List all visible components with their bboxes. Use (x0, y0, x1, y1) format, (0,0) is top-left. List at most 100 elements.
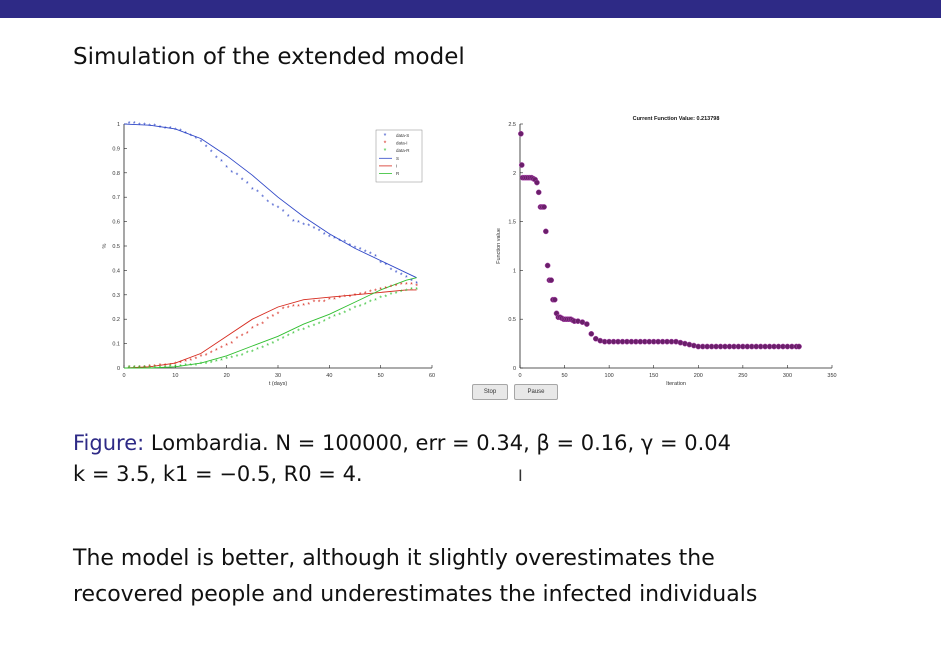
caption-label: Figure: (73, 431, 145, 455)
right-x-tick-label: 200 (694, 373, 703, 379)
data-point: * (210, 351, 213, 358)
left-y-tick-label: 1 (117, 122, 120, 128)
left-y-tick-label: 0.1 (112, 342, 120, 348)
left-y-tick-label: 0.5 (112, 244, 120, 250)
data-point: * (256, 190, 259, 197)
data-point: * (215, 155, 218, 162)
series-line-r (124, 277, 417, 369)
left-x-tick-label: 50 (378, 373, 384, 379)
left-y-tick-label: 0.7 (112, 195, 120, 201)
data-point: * (133, 121, 136, 128)
data-point: * (395, 291, 398, 298)
data-point: * (266, 316, 269, 323)
data-point: * (184, 131, 187, 138)
data-point: * (282, 209, 285, 216)
data-point: * (379, 296, 382, 303)
data-point: * (359, 247, 362, 254)
data-point: * (395, 270, 398, 277)
legend-label-i: I (396, 163, 397, 168)
data-point: * (159, 363, 162, 370)
optimization-chart: 0 50 100 150 200 250 300 350 0 0.5 1 1.5 2 2.5 Iterati… (496, 116, 837, 387)
stop-button[interactable]: Stop (472, 384, 508, 400)
data-point: * (410, 279, 413, 286)
legend-swatch-data-s: * (384, 133, 387, 140)
top-bar (0, 0, 941, 18)
figure-caption: Figure: Lombardia. N = 100000, err = 0.3… (73, 428, 731, 490)
data-point (584, 321, 590, 327)
conclusion-line-2: recovered people and underestimates the … (73, 582, 758, 607)
data-point: * (251, 326, 254, 333)
legend-label-r: R (396, 171, 400, 176)
data-point: * (241, 177, 244, 184)
data-point: * (215, 348, 218, 355)
data-point (518, 130, 524, 137)
data-point (796, 343, 802, 350)
data-point: * (302, 327, 305, 334)
data-point: * (143, 365, 146, 372)
data-point: * (333, 236, 336, 243)
data-point: * (379, 287, 382, 294)
data-point: * (282, 336, 285, 343)
right-y-tick-label: 1.5 (508, 220, 516, 226)
data-point: * (164, 126, 167, 133)
data-point: * (333, 297, 336, 304)
data-point: * (292, 331, 295, 338)
conclusion-line-1: The model is better, although it slightl… (73, 546, 715, 571)
data-point: * (354, 246, 357, 253)
left-y-tick-label: 0 (117, 366, 120, 372)
data-point: * (271, 314, 274, 321)
data-point: * (374, 254, 377, 261)
data-point: * (318, 229, 321, 236)
data-point: * (292, 304, 295, 311)
data-point: * (354, 305, 357, 312)
pause-button[interactable]: Pause (514, 384, 558, 400)
data-point: * (246, 331, 249, 338)
data-point: * (153, 124, 156, 131)
data-point: * (277, 338, 280, 345)
data-point: * (236, 354, 239, 361)
data-point: * (230, 341, 233, 348)
data-point: * (364, 302, 367, 309)
data-point: * (174, 127, 177, 134)
data-point: * (159, 125, 162, 132)
data-point: * (261, 346, 264, 353)
left-x-tick-label: 10 (172, 373, 178, 379)
data-point: * (313, 226, 316, 233)
data-point: * (359, 304, 362, 311)
data-point: * (128, 365, 131, 372)
data-point: * (333, 314, 336, 321)
left-x-tick-label: 20 (224, 373, 230, 379)
left-x-tick-label: 30 (275, 373, 281, 379)
right-y-label: Function value (496, 228, 502, 264)
right-x-tick-label: 350 (827, 373, 836, 379)
data-point: * (169, 364, 172, 371)
data-point: * (179, 364, 182, 371)
data-point: * (200, 140, 203, 147)
data-point: * (133, 365, 136, 372)
data-point: * (184, 359, 187, 366)
caption-text-1: Lombardia. N = 100000, err = 0.34, β = 0… (150, 431, 732, 455)
data-point: * (348, 308, 351, 315)
data-point: * (338, 296, 341, 303)
data-point: * (292, 219, 295, 226)
data-point: * (266, 199, 269, 206)
data-point: * (343, 240, 346, 247)
right-y-tick-label: 2 (513, 171, 516, 177)
left-x-tick-label: 40 (326, 373, 332, 379)
data-point: * (251, 187, 254, 194)
data-point: * (174, 362, 177, 369)
data-point: * (400, 282, 403, 289)
data-point: * (138, 365, 141, 372)
data-point: * (189, 363, 192, 370)
right-x-tick-label: 250 (738, 373, 747, 379)
data-point: * (215, 359, 218, 366)
conclusion-text: The model is better, although it slightl… (73, 541, 757, 613)
data-point: * (338, 313, 341, 320)
data-point: * (246, 181, 249, 188)
data-point (588, 330, 595, 337)
series-line-i (123, 289, 417, 369)
right-x-tick-label: 50 (562, 373, 568, 379)
data-point: * (348, 294, 351, 301)
data-point: * (374, 288, 377, 295)
data-point: * (174, 364, 177, 371)
